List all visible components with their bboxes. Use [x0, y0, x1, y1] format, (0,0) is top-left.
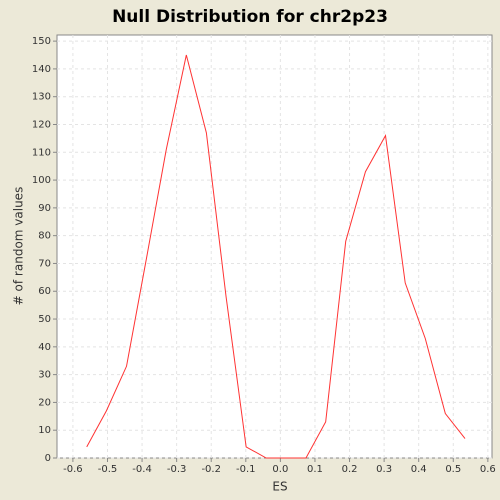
- y-tick-label: 20: [38, 397, 51, 408]
- x-tick-label: 0.0: [272, 464, 288, 475]
- x-tick-label: -0.1: [236, 464, 256, 475]
- x-tick-label: 0.3: [376, 464, 392, 475]
- x-tick-label: -0.6: [63, 464, 83, 475]
- x-tick-label: -0.4: [132, 464, 152, 475]
- y-tick-label: 100: [32, 175, 51, 186]
- x-axis-label: ES: [272, 480, 287, 494]
- x-tick-label: -0.5: [98, 464, 118, 475]
- y-tick-label: 80: [38, 231, 51, 242]
- y-tick-label: 30: [38, 370, 51, 381]
- y-tick-label: 130: [32, 92, 51, 103]
- y-axis-label: # of random values: [12, 187, 26, 306]
- plot-area: [56, 34, 493, 459]
- y-tick-label: 10: [38, 425, 51, 436]
- x-tick-label: 0.5: [445, 464, 461, 475]
- y-tick-label: 40: [38, 342, 51, 353]
- x-tick-label: 0.6: [480, 464, 496, 475]
- y-tick-label: 60: [38, 286, 51, 297]
- chart-title: Null Distribution for chr2p23: [112, 7, 388, 27]
- y-tick-label: 150: [32, 36, 51, 47]
- x-tick-label: -0.2: [201, 464, 221, 475]
- y-tick-label: 0: [45, 453, 51, 464]
- y-tick-label: 140: [32, 64, 51, 75]
- y-tick-label: 110: [32, 147, 51, 158]
- data-line: [86, 54, 466, 459]
- x-tick-label: 0.1: [307, 464, 323, 475]
- y-tick-label: 120: [32, 119, 51, 130]
- y-tick-label: 90: [38, 203, 51, 214]
- x-tick-label: 0.4: [411, 464, 427, 475]
- x-tick-label: 0.2: [342, 464, 358, 475]
- x-tick-label: -0.3: [167, 464, 187, 475]
- y-tick-label: 50: [38, 314, 51, 325]
- y-tick-label: 70: [38, 258, 51, 269]
